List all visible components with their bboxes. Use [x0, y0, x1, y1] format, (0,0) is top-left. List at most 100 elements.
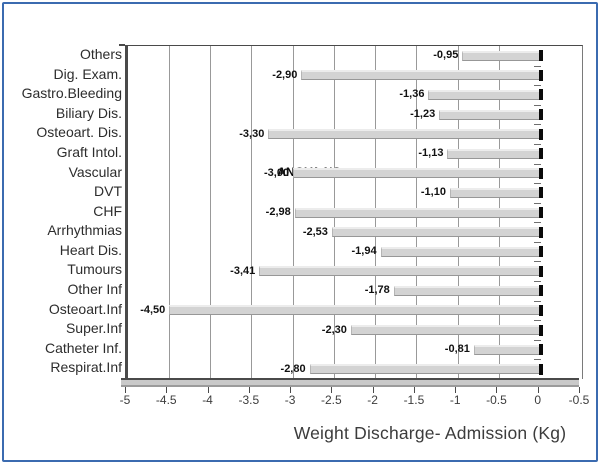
bar-value-label: -1,23 [410, 108, 436, 121]
category-label: Others [79, 46, 122, 62]
x-axis-tick-label: -4.5 [155, 393, 177, 407]
category-boundary-tick [533, 85, 541, 87]
gridline [251, 46, 253, 379]
gridline [210, 46, 212, 379]
bar [169, 305, 541, 316]
zero-axis-dash [538, 69, 543, 81]
x-axis-tick-label: -2 [367, 393, 378, 407]
x-axis-tick-label: -1.5 [403, 393, 425, 407]
category-label: Gastro.Bleeding [21, 85, 122, 102]
x-axis-tick [248, 387, 250, 393]
bar-value-label: -3,41 [230, 264, 256, 277]
x-axis-tick-label: -3.5 [238, 393, 260, 407]
zero-axis-dash [538, 148, 543, 160]
axis-corner-tick [119, 44, 125, 46]
category-boundary-tick [533, 163, 541, 165]
category-label: DVT [94, 183, 122, 200]
category-label: Osteoart. Dis. [36, 124, 122, 141]
category-boundary-tick [533, 104, 541, 106]
category-boundary-tick [533, 241, 541, 243]
category-boundary-tick [533, 183, 541, 185]
bar-value-label: -3,00 [264, 166, 290, 179]
category-label: Tumours [67, 261, 122, 278]
zero-axis-dash [538, 285, 543, 297]
x-axis-tick-label: -5 [119, 393, 131, 407]
bar [462, 50, 541, 61]
bar-value-label: -2,80 [280, 362, 306, 375]
zero-axis-dash [538, 226, 543, 238]
bar [393, 285, 541, 296]
zero-axis-dash [538, 50, 543, 62]
bar [380, 246, 541, 257]
x-axis-tick [207, 387, 209, 393]
category-label: Super.Inf [65, 320, 122, 337]
category-label: Other Inf [67, 281, 122, 298]
category-boundary-tick [533, 300, 541, 302]
plot-area: ANOVA NS -0,95-2,90-1,36-1,23-3,30-1,13-… [125, 45, 583, 379]
bar-value-label: -2,53 [302, 225, 328, 238]
x-axis-tick-label: -4 [202, 393, 213, 407]
bar-value-label: -2,90 [272, 68, 298, 81]
category-label: Graft Intol. [56, 143, 122, 160]
bar [309, 364, 541, 375]
x-axis-tick [372, 387, 374, 393]
category-label: CHF [93, 202, 122, 219]
zero-axis-dash [538, 324, 543, 336]
category-label: Respirat.Inf [50, 359, 122, 376]
x-axis-tick-label: -2.5 [321, 393, 342, 407]
bar-value-label: -1,78 [364, 284, 390, 297]
x-axis-tick-label: -0.5 [486, 393, 507, 407]
x-axis-title: Weight Discharge- Admission (Kg) [293, 423, 567, 443]
x-axis-tick [125, 387, 126, 393]
x-axis-tick-label: 0 [534, 393, 542, 407]
category-boundary-tick [533, 143, 541, 145]
bar-value-label: -3,30 [239, 127, 265, 140]
bar [331, 227, 541, 238]
bar [447, 148, 541, 159]
zero-axis-dash [538, 207, 543, 218]
bar [293, 168, 541, 179]
bar-value-label: -1,13 [418, 147, 444, 160]
zero-axis-dash [538, 304, 543, 316]
zero-axis-dash [538, 89, 543, 101]
category-boundary-tick [533, 124, 541, 126]
category-boundary-tick [533, 320, 541, 322]
category-boundary-tick [533, 281, 541, 283]
category-boundary-tick [533, 261, 541, 263]
gridline [292, 46, 294, 379]
bar [350, 325, 541, 336]
x-axis-tick [579, 387, 580, 393]
zero-axis-dash [538, 128, 543, 140]
zero-axis-dash [538, 187, 543, 199]
x-axis-tick-label: -0.5 [568, 393, 590, 407]
bar-value-label: -1,36 [399, 88, 425, 101]
x-axis-tick [331, 387, 333, 393]
category-label: Catheter Inf. [44, 339, 122, 356]
bar [449, 187, 541, 198]
category-boundary-tick [533, 339, 541, 341]
x-axis-tick [537, 387, 539, 393]
bar-value-label: -0,95 [433, 49, 459, 62]
x-axis-tick-label: -3 [284, 393, 296, 407]
category-boundary-tick [533, 222, 541, 224]
bar [259, 266, 541, 277]
zero-axis-dash [538, 344, 543, 356]
x-axis-tick [166, 387, 168, 393]
x-axis-tick-label: -1 [449, 393, 461, 407]
x-axis-line [121, 378, 579, 387]
bar-value-label: -2,30 [321, 323, 347, 336]
gridline [168, 46, 170, 379]
category-label: Dig. Exam. [53, 65, 122, 82]
bar [268, 129, 541, 140]
bar [301, 70, 541, 81]
category-label: Heart Dis. [59, 241, 122, 258]
zero-axis-dash [538, 363, 543, 375]
category-label: Osteoart.Inf [48, 300, 122, 317]
bar-value-label: -1,10 [420, 186, 446, 199]
category-boundary-tick [533, 65, 541, 67]
bar [428, 89, 541, 100]
bar-value-label: -1,94 [351, 245, 377, 258]
category-boundary-tick [533, 202, 541, 204]
